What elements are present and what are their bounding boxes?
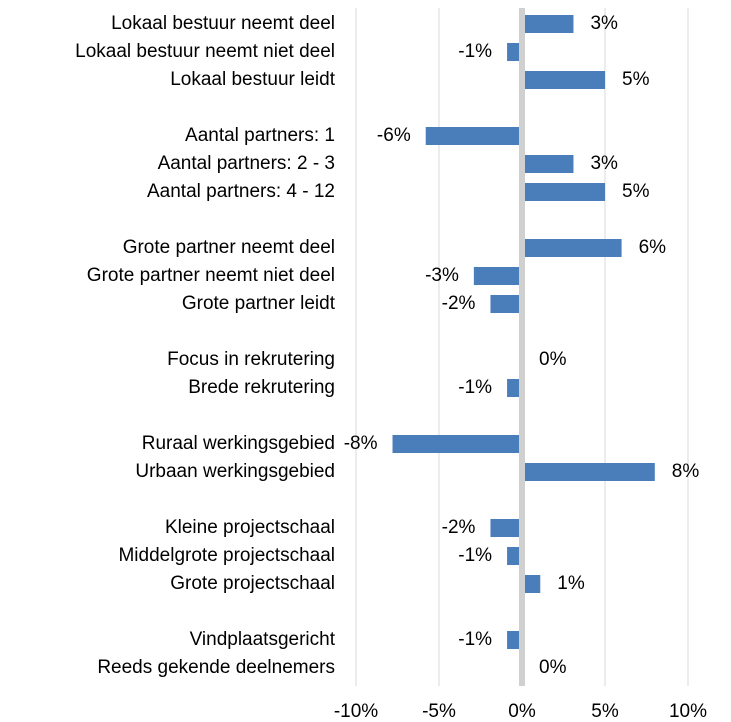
data-label: 5% [622,181,650,202]
y-tick-label: Vindplaatsgericht [190,629,336,650]
bar [507,547,522,565]
y-tick-label: Aantal partners: 4 - 12 [147,181,335,202]
data-label: -8% [344,433,378,454]
x-tick-label: -5% [422,701,456,722]
data-label: 6% [639,237,667,258]
y-tick-label: Lokaal bestuur neemt niet deel [75,41,335,62]
y-tick-label: Lokaal bestuur neemt deel [111,13,335,34]
data-label: -1% [458,377,492,398]
data-label: 3% [590,13,618,34]
bar [522,575,541,593]
data-label: -6% [377,125,411,146]
bar [473,267,522,285]
bar [522,155,574,173]
y-tick-label: Kleine projectschaal [165,517,335,538]
data-label: -3% [425,265,459,286]
data-label: -2% [442,517,476,538]
data-label: -1% [458,545,492,566]
y-tick-label: Ruraal werkingsgebied [142,433,335,454]
y-tick-label: Urbaan werkingsgebied [135,461,335,482]
y-tick-label: Grote partner leidt [182,293,336,314]
y-tick-label: Grote partner neemt niet deel [87,265,335,286]
x-tick-label: 10% [669,701,707,722]
data-label: 3% [590,153,618,174]
data-label: -1% [458,629,492,650]
y-tick-label: Middelgrote projectschaal [118,545,335,566]
y-tick-label: Lokaal bestuur leidt [170,69,335,90]
data-label: 0% [539,657,567,678]
bar [522,183,605,201]
bar [490,295,522,313]
data-label: -2% [442,293,476,314]
y-tick-label: Aantal partners: 1 [185,125,335,146]
bar [392,435,522,453]
data-label: 5% [622,69,650,90]
bar [490,519,522,537]
x-tick-label: 5% [591,701,619,722]
y-tick-label: Focus in rekrutering [167,349,335,370]
bar [522,239,622,257]
bar [522,463,655,481]
data-label: 1% [557,573,585,594]
bar [507,43,522,61]
data-label: -1% [458,41,492,62]
y-tick-label: Aantal partners: 2 - 3 [158,153,335,174]
bar [425,127,522,145]
data-label: 0% [539,349,567,370]
y-tick-label: Brede rekrutering [188,377,335,398]
bar [507,379,522,397]
y-tick-label: Grote partner neemt deel [123,237,335,258]
x-tick-label: -10% [334,701,378,722]
data-label: 8% [672,461,700,482]
bar [522,15,574,33]
bar [507,631,522,649]
y-tick-label: Reeds gekende deelnemers [97,657,335,678]
y-tick-label: Grote projectschaal [170,573,335,594]
x-tick-label: 0% [508,701,536,722]
bar [522,71,605,89]
